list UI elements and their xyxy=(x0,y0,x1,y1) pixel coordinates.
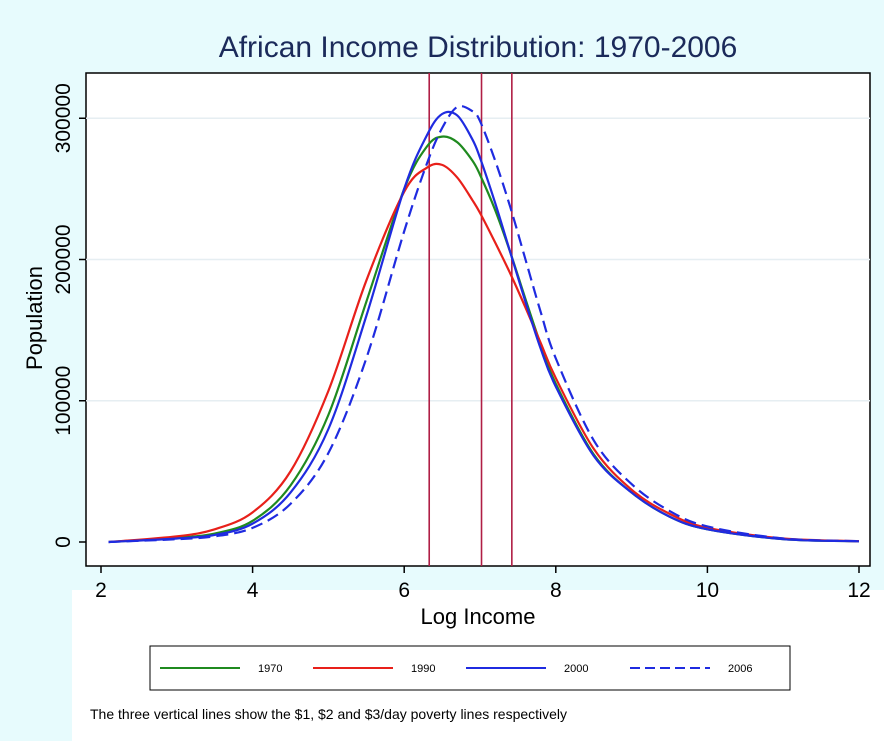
axes: 2 4 6 8 10 12 0 100000 200000 300000 xyxy=(52,83,871,602)
x-tick-label-5: 12 xyxy=(847,579,870,602)
legend: 1970 1990 2000 2006 xyxy=(160,663,752,675)
x-axis-title: Log Income xyxy=(421,604,536,629)
plot-area xyxy=(85,72,871,567)
series-line-2000 xyxy=(108,110,860,544)
series-lines xyxy=(108,104,860,544)
x-tick-label-3: 8 xyxy=(550,579,562,602)
x-tick-label-0: 2 xyxy=(95,579,107,602)
legend-label-2000: 2000 xyxy=(564,663,588,675)
footnote: The three vertical lines show the $1, $2… xyxy=(90,706,567,722)
legend-label-1990: 1990 xyxy=(411,663,435,675)
y-tick-label-1: 100000 xyxy=(52,366,75,436)
legend-label-2006: 2006 xyxy=(728,663,752,675)
y-axis-title: Population xyxy=(22,266,47,370)
x-tick-label-1: 4 xyxy=(247,579,259,602)
series-line-1990 xyxy=(108,162,860,544)
y-tick-label-2: 200000 xyxy=(52,224,75,294)
x-tick-label-2: 6 xyxy=(398,579,410,602)
y-tick-label-0: 0 xyxy=(52,536,75,548)
chart-title: African Income Distribution: 1970-2006 xyxy=(219,31,738,64)
y-tick-label-3: 300000 xyxy=(52,83,75,153)
series-line-2006 xyxy=(108,104,860,544)
legend-label-1970: 1970 xyxy=(258,663,282,675)
x-tick-label-4: 10 xyxy=(696,579,719,602)
